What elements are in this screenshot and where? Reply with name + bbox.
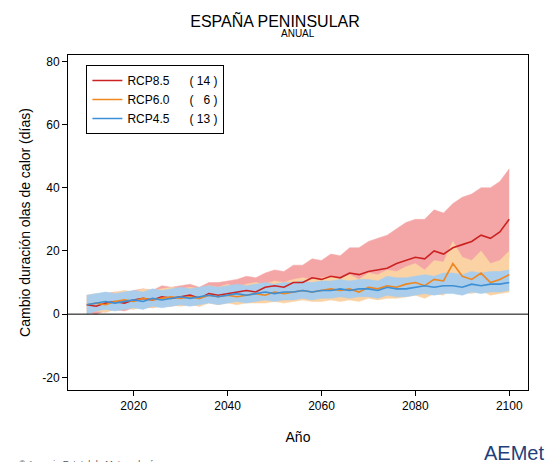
svg-text:© Agencia Estatal de Meteorolo: © Agencia Estatal de Meteorología — [19, 459, 158, 462]
svg-text:-20: -20 — [42, 371, 60, 385]
svg-text:0: 0 — [53, 307, 60, 321]
svg-text:AEMet: AEMet — [484, 442, 544, 462]
svg-text:ESPAÑA PENINSULAR: ESPAÑA PENINSULAR — [190, 11, 360, 30]
svg-text:20: 20 — [46, 244, 60, 258]
svg-text:RCP4.5 ( 13 ): RCP4.5 ( 13 ) — [127, 112, 217, 126]
svg-text:2100: 2100 — [496, 399, 523, 413]
svg-text:ANUAL: ANUAL — [281, 28, 315, 39]
svg-text:40: 40 — [46, 181, 60, 195]
svg-text:Año: Año — [286, 429, 311, 445]
svg-text:2020: 2020 — [120, 399, 147, 413]
svg-text:80: 80 — [46, 55, 60, 69]
svg-text:60: 60 — [46, 118, 60, 132]
svg-text:2080: 2080 — [402, 399, 429, 413]
svg-text:2040: 2040 — [214, 399, 241, 413]
svg-text:RCP6.0 ( 6 ): RCP6.0 ( 6 ) — [127, 93, 217, 107]
svg-text:RCP8.5 ( 14 ): RCP8.5 ( 14 ) — [127, 74, 217, 88]
svg-text:2060: 2060 — [308, 399, 335, 413]
svg-text:Cambio duración olas de calor: Cambio duración olas de calor (días) — [17, 108, 33, 337]
